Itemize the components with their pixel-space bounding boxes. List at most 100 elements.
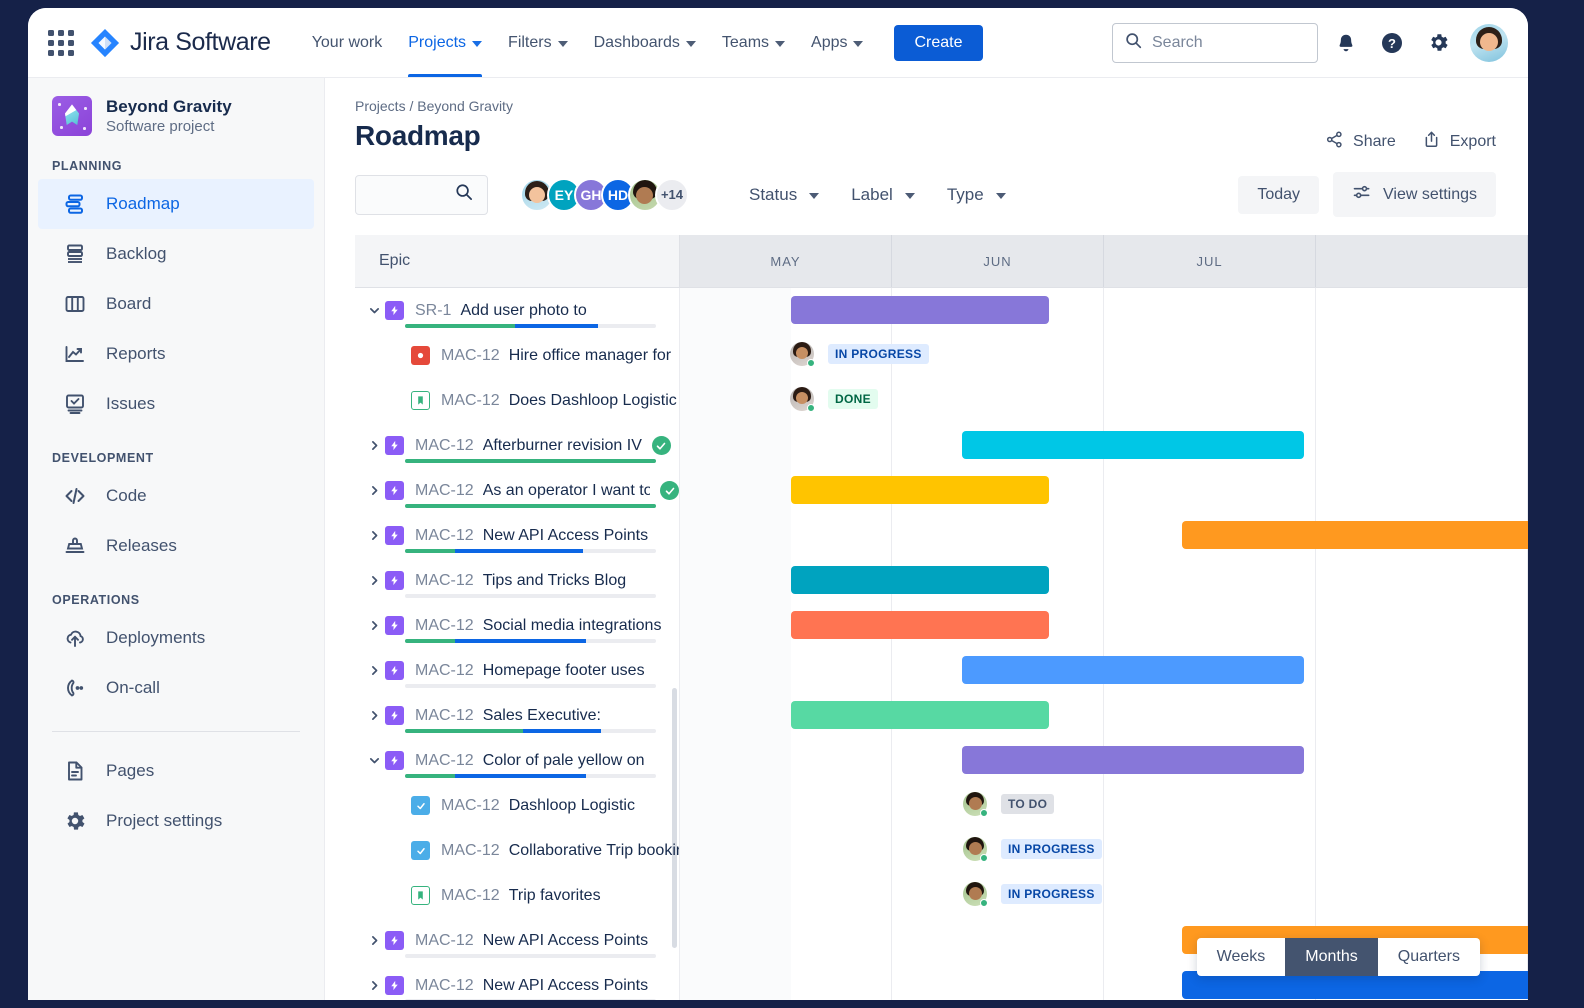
- sidebar-item-board[interactable]: Board: [38, 279, 314, 329]
- chevron-right-icon[interactable]: [363, 979, 385, 992]
- epic-row[interactable]: MAC-12 Afterburner revision IV: [355, 423, 679, 468]
- nav-item-your-work[interactable]: Your work: [299, 8, 396, 77]
- timeline-bar[interactable]: [791, 611, 1049, 640]
- epic-row[interactable]: MAC-12 As an operator I want to: [355, 468, 679, 513]
- assignee-avatar[interactable]: [963, 837, 988, 863]
- roadmap-search-input[interactable]: [355, 174, 488, 215]
- share-button[interactable]: Share: [1325, 130, 1396, 154]
- issue-key[interactable]: SR-1: [415, 301, 452, 319]
- profile-avatar[interactable]: [1470, 23, 1508, 62]
- timeline-bar[interactable]: [791, 566, 1049, 595]
- issue-key[interactable]: MAC-12: [415, 661, 474, 679]
- issue-summary[interactable]: New API Access Points: [482, 931, 649, 949]
- global-search[interactable]: [1112, 22, 1318, 63]
- sidebar-item-project-settings[interactable]: Project settings: [38, 796, 314, 846]
- nav-item-projects[interactable]: Projects: [395, 8, 495, 77]
- epic-row[interactable]: MAC-12 Sales Executive:: [355, 693, 679, 738]
- nav-item-apps[interactable]: Apps: [798, 8, 876, 77]
- issue-summary[interactable]: Add user photo to: [460, 301, 587, 319]
- avatar-overflow-count[interactable]: +14: [655, 177, 689, 212]
- epic-row[interactable]: MAC-12 Color of pale yellow on: [355, 738, 679, 783]
- status-badge[interactable]: TO DO: [1001, 794, 1055, 815]
- timeline-bar[interactable]: [962, 656, 1304, 685]
- settings-gear-icon[interactable]: [1420, 25, 1456, 61]
- issue-key[interactable]: MAC-12: [415, 571, 474, 589]
- issue-key[interactable]: MAC-12: [441, 841, 500, 859]
- issue-key[interactable]: MAC-12: [415, 526, 474, 544]
- child-issue-row[interactable]: MAC-12 Does Dashloop Logistic: [355, 378, 679, 423]
- child-issue-row[interactable]: MAC-12 Collaborative Trip booking: [355, 828, 679, 873]
- scale-months[interactable]: Months: [1285, 938, 1378, 976]
- chevron-down-icon[interactable]: [363, 754, 385, 767]
- chevron-right-icon[interactable]: [363, 574, 385, 587]
- chevron-right-icon[interactable]: [363, 709, 385, 722]
- search-input[interactable]: [1152, 33, 1305, 52]
- child-issue-row[interactable]: MAC-12 Dashloop Logistic: [355, 783, 679, 828]
- status-badge[interactable]: DONE: [828, 389, 878, 410]
- sidebar-item-on-call[interactable]: On-call: [38, 663, 314, 713]
- issue-summary[interactable]: Trip favorites: [508, 886, 601, 904]
- issue-summary[interactable]: Dashloop Logistic: [508, 796, 635, 814]
- issue-summary[interactable]: Does Dashloop Logistic: [508, 391, 677, 409]
- notifications-bell-icon[interactable]: [1328, 25, 1364, 61]
- assignee-avatar[interactable]: [790, 342, 815, 368]
- timeline-bar[interactable]: [791, 296, 1049, 325]
- epic-row[interactable]: MAC-12 New API Access Points: [355, 963, 679, 1000]
- sidebar-item-pages[interactable]: Pages: [38, 746, 314, 796]
- issue-summary[interactable]: Tips and Tricks Blog: [482, 571, 627, 589]
- issue-key[interactable]: MAC-12: [441, 886, 500, 904]
- assignee-avatar[interactable]: [963, 792, 988, 818]
- issue-key[interactable]: MAC-12: [415, 706, 474, 724]
- epic-row[interactable]: MAC-12 New API Access Points: [355, 918, 679, 963]
- timeline-bar[interactable]: [1182, 521, 1528, 550]
- filter-status[interactable]: Status: [733, 185, 835, 205]
- project-header[interactable]: Beyond Gravity Software project: [28, 96, 324, 137]
- issue-key[interactable]: MAC-12: [415, 616, 474, 634]
- chevron-right-icon[interactable]: [363, 439, 385, 452]
- timeline-bar[interactable]: [1182, 971, 1528, 1000]
- child-issue-row[interactable]: MAC-12 Trip favorites: [355, 873, 679, 918]
- issue-key[interactable]: MAC-12: [415, 751, 474, 769]
- sidebar-item-issues[interactable]: Issues: [38, 379, 314, 429]
- sidebar-item-roadmap[interactable]: Roadmap: [38, 178, 314, 229]
- assignee-avatar[interactable]: [963, 882, 988, 908]
- view-settings-button[interactable]: View settings: [1333, 172, 1496, 217]
- epic-row[interactable]: MAC-12 New API Access Points: [355, 513, 679, 558]
- chevron-right-icon[interactable]: [363, 934, 385, 947]
- issue-summary[interactable]: As an operator I want to: [482, 481, 650, 499]
- export-button[interactable]: Export: [1422, 130, 1496, 154]
- status-badge[interactable]: IN PROGRESS: [1001, 884, 1102, 905]
- filter-label[interactable]: Label: [835, 185, 931, 205]
- timeline-bar[interactable]: [791, 701, 1049, 730]
- nav-item-teams[interactable]: Teams: [709, 8, 798, 77]
- chevron-right-icon[interactable]: [363, 664, 385, 677]
- scale-quarters[interactable]: Quarters: [1397, 948, 1460, 965]
- chevron-down-icon[interactable]: [363, 304, 385, 317]
- issue-summary[interactable]: Social media integrations: [482, 616, 662, 634]
- issue-summary[interactable]: New API Access Points: [482, 526, 649, 544]
- sidebar-item-backlog[interactable]: Backlog: [38, 229, 314, 279]
- timeline-bar[interactable]: [791, 476, 1049, 505]
- issue-key[interactable]: MAC-12: [415, 481, 474, 499]
- child-issue-row[interactable]: MAC-12 Hire office manager for: [355, 333, 679, 378]
- scale-weeks[interactable]: Weeks: [1216, 948, 1266, 965]
- epic-list-scrollbar[interactable]: [672, 336, 678, 990]
- issue-key[interactable]: MAC-12: [441, 391, 500, 409]
- sidebar-item-code[interactable]: Code: [38, 471, 314, 521]
- issue-summary[interactable]: Collaborative Trip booking: [508, 841, 679, 859]
- issue-summary[interactable]: New API Access Points: [482, 976, 649, 994]
- chevron-right-icon[interactable]: [363, 529, 385, 542]
- issue-key[interactable]: MAC-12: [415, 931, 474, 949]
- issue-key[interactable]: MAC-12: [415, 436, 474, 454]
- chevron-right-icon[interactable]: [363, 484, 385, 497]
- assignee-avatar[interactable]: [790, 387, 815, 413]
- today-button[interactable]: Today: [1238, 175, 1320, 214]
- nav-item-filters[interactable]: Filters: [495, 8, 581, 77]
- issue-summary[interactable]: Homepage footer uses: [482, 661, 645, 679]
- help-icon[interactable]: ?: [1374, 25, 1410, 61]
- create-button[interactable]: Create: [894, 24, 983, 61]
- sidebar-item-reports[interactable]: Reports: [38, 329, 314, 379]
- issue-summary[interactable]: Hire office manager for: [508, 346, 672, 364]
- scrollbar-thumb[interactable]: [672, 688, 677, 949]
- sidebar-item-releases[interactable]: Releases: [38, 521, 314, 571]
